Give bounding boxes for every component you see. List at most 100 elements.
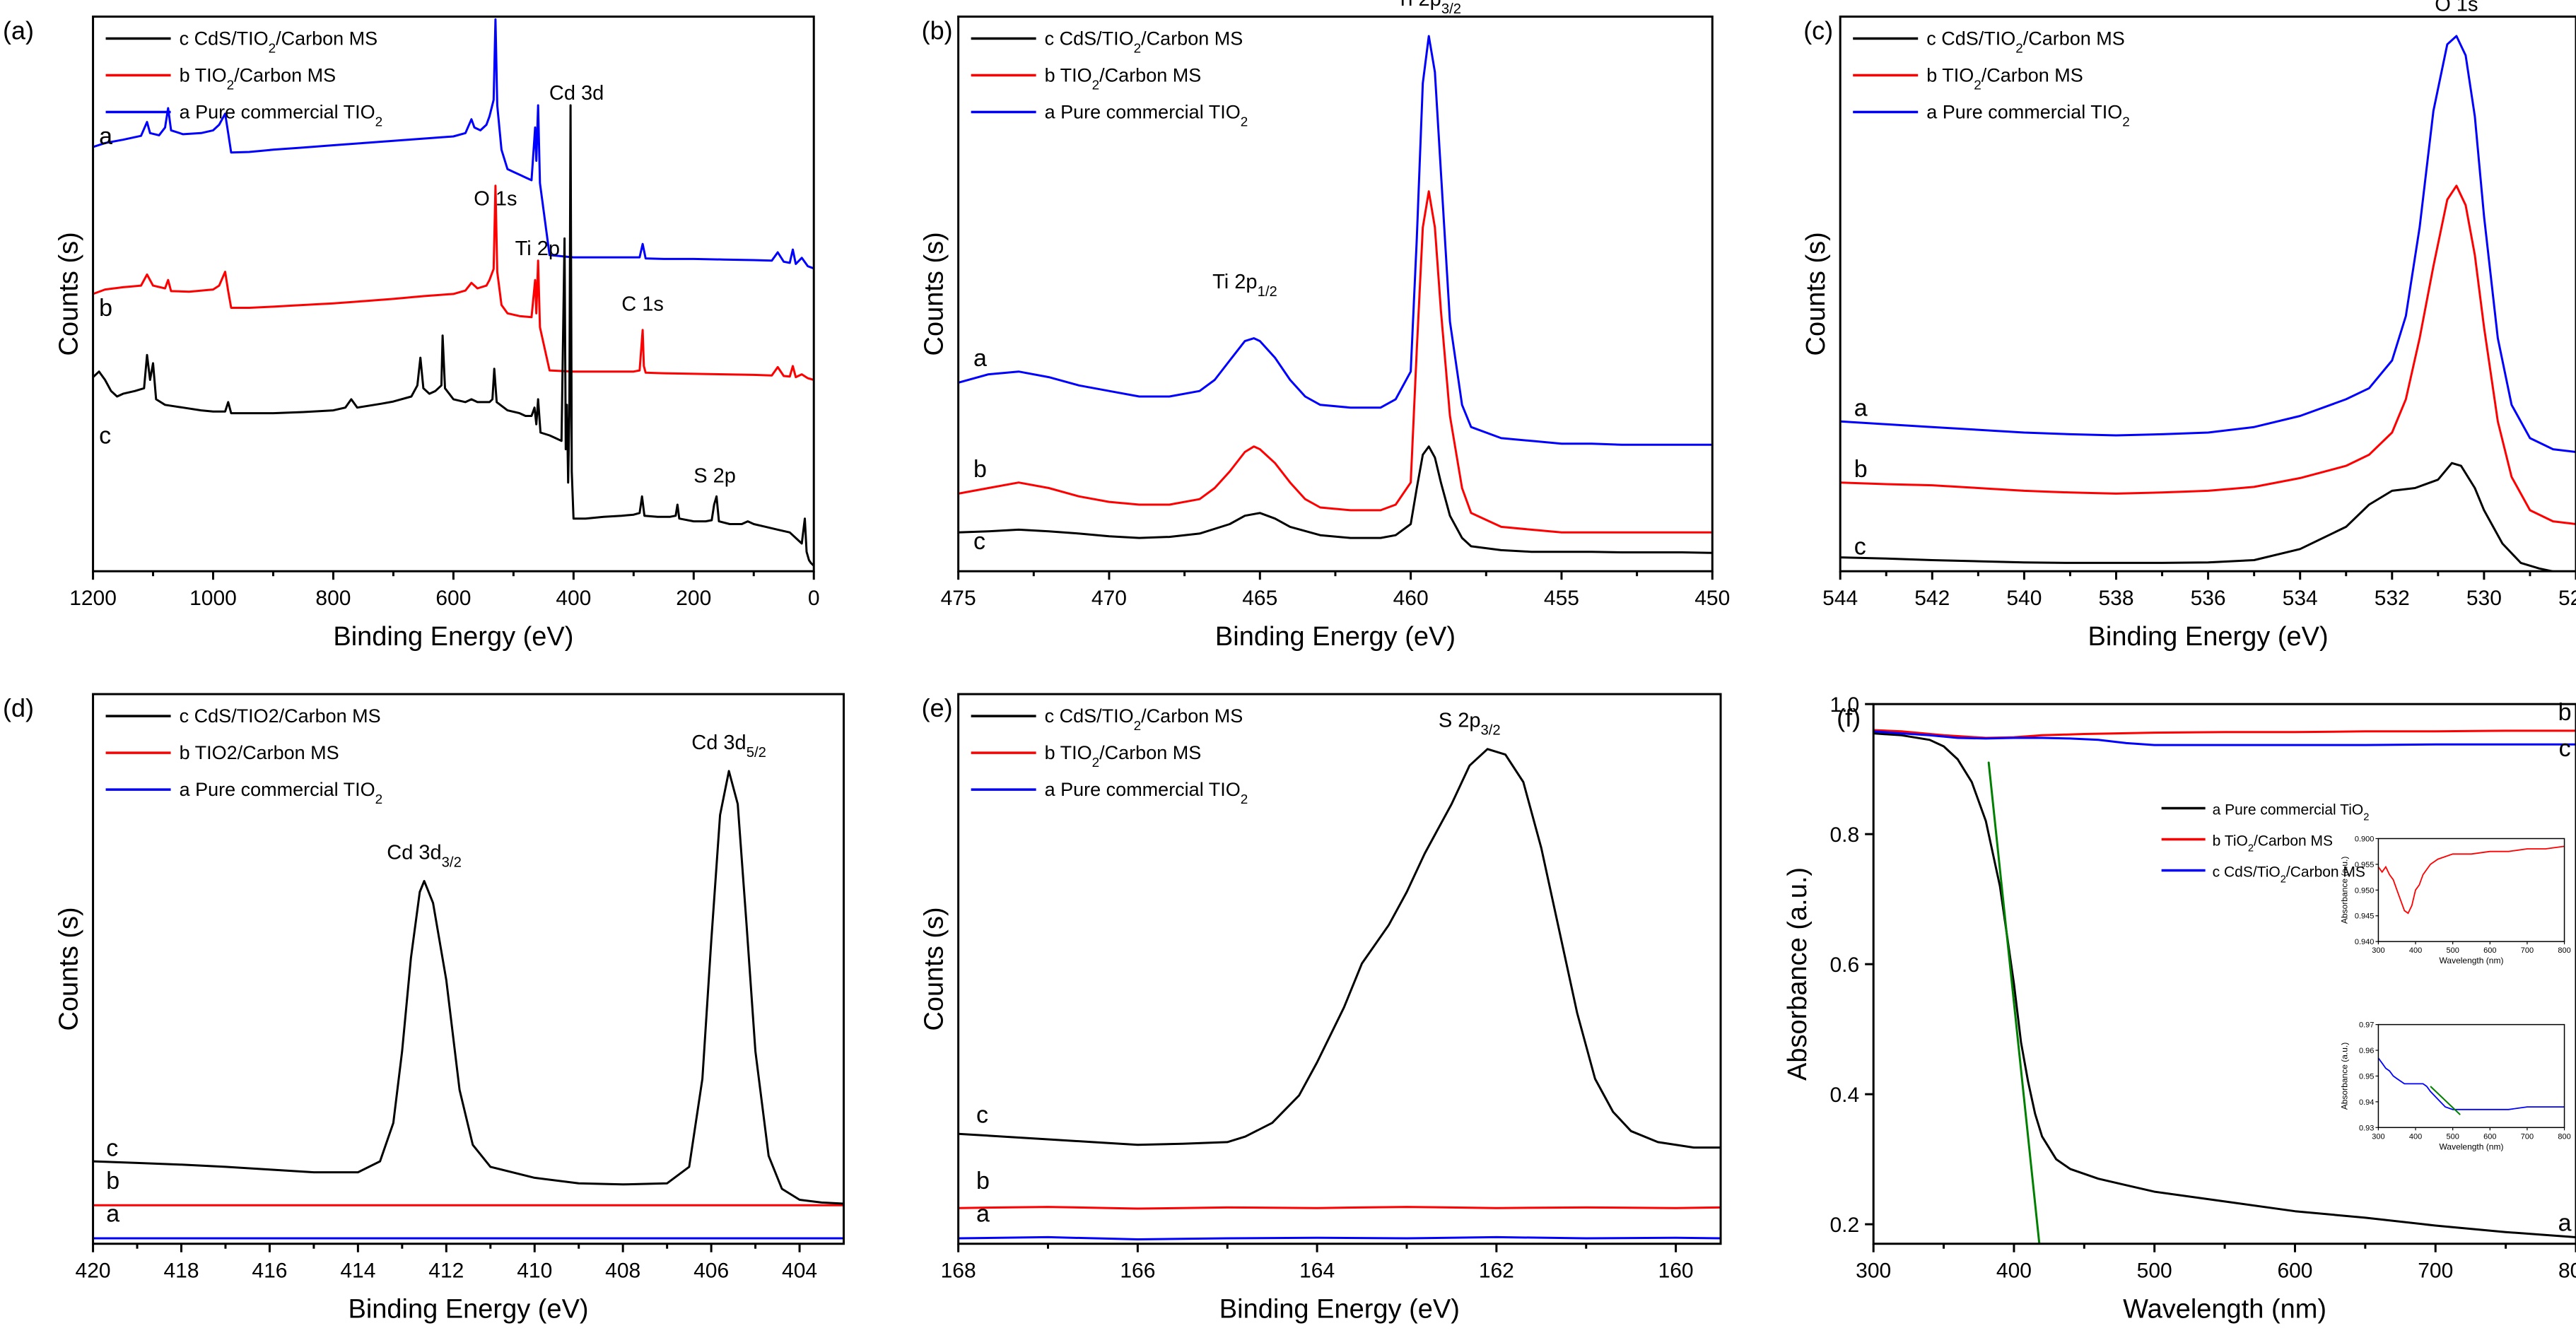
f-inset-2-ytick-label-3: 0.96 (2359, 1047, 2374, 1055)
ytick-label-f-2: 0.6 (1829, 953, 1859, 977)
legend-label-f-0: a Pure commercial TiO2 (2213, 802, 2370, 823)
f-inset-2-xtick-label-3: 600 (2483, 1132, 2496, 1141)
legend-label-e-0-part: /Carbon MS (1141, 705, 1243, 727)
series-e-b-tio2-carbon-ms (958, 1206, 1721, 1210)
series-f-tangent (1987, 761, 2041, 1244)
annotation-b-1-part: 3/2 (1441, 1, 1461, 17)
legend-label-c-2-part: 2 (2122, 114, 2130, 129)
annotation-a-4-part: S 2p (693, 465, 736, 488)
ylabel-e: Counts (s) (920, 907, 949, 1030)
ylabel-c: Counts (s) (1801, 232, 1831, 356)
xlabel-e: Binding Energy (eV) (1219, 1295, 1460, 1325)
f-inset-1-ytick-label-3: 0.955 (2355, 861, 2375, 869)
legend-label-e-1-part: 2 (1092, 756, 1100, 770)
legend-label-f-2-part: 2 (2281, 874, 2286, 886)
legend-label-e-0-part: 2 (1134, 719, 1142, 734)
legend-label-c-2-part: a Pure commercial TIO (1926, 101, 2122, 122)
legend-label-f-1-part: /Carbon MS (2254, 833, 2333, 850)
annotation-b-1: Ti 2p3/2 (1396, 0, 1461, 17)
annotation-b-0: Ti 2p1/2 (1212, 271, 1277, 300)
legend-label-c-1-part: 2 (1974, 78, 1981, 93)
annotation-e-0-part: S 2p (1439, 710, 1481, 732)
xtick-label-b-0: 475 (941, 587, 976, 610)
curve-label-e-a: a (976, 1201, 990, 1228)
panel-label-f: (f) (1837, 703, 1861, 732)
plot-frame-f (1872, 703, 2576, 1245)
legend-label-a-2: a Pure commercial TIO2 (180, 101, 383, 129)
xtick-label-f-4: 700 (2418, 1259, 2453, 1283)
xtick-label-c-4: 536 (2191, 587, 2226, 610)
xtick-label-a-6: 0 (808, 587, 820, 610)
f-inset-2-ylabel: Absorbance (a.u.) (2339, 1043, 2349, 1110)
f-inset-2-xtick-label-5: 800 (2558, 1132, 2570, 1141)
panel-label-b: (b) (922, 16, 953, 45)
xtick-label-a-4: 400 (556, 587, 591, 610)
f-inset-1-series-0 (2377, 845, 2565, 915)
annotation-a-3-part: C 1s (621, 293, 664, 315)
curve-label-d-c: c (106, 1134, 118, 1161)
curve-label-b-c: c (973, 528, 985, 555)
curve-label-f-a: a (2558, 1209, 2572, 1236)
f-inset-2: 300 400 500 600 700 800 0.93 0.94 0.95 0.96 0.97 Wa… (2339, 1021, 2570, 1152)
legend-b: c CdS/TIO2/Carbon MSb TIO2/Carbon MSa Pu… (971, 28, 1248, 129)
f-inset-1-xtick-label-2: 500 (2446, 946, 2459, 955)
annotation-a-1: Ti 2p (515, 237, 560, 260)
xtick-label-c-0: 544 (1822, 587, 1858, 610)
ylabel-a: Counts (s) (54, 232, 84, 356)
annotation-e-0-part: 3/2 (1481, 723, 1501, 739)
legend-d: c CdS/TIO2/Carbon MS b TIO2/Carbon MS a Pu… (105, 705, 383, 807)
series-a-c-cds-tio2-carbon-ms (93, 104, 814, 567)
legend-label-a-1-part: 2 (227, 78, 235, 93)
series-e-a-pure-commercial-tio2 (958, 1235, 1721, 1240)
legend-label-a-0-part: /Carbon MS (276, 28, 377, 49)
f-inset-1-xtick-label-0: 300 (2372, 946, 2384, 955)
xlabel-f: Wavelength (nm) (2123, 1295, 2326, 1325)
f-inset-1-xlabel: Wavelength (nm) (2440, 956, 2504, 965)
xtick-label-d-4: 412 (428, 1259, 464, 1283)
curve-label-c-a: a (1854, 394, 1868, 421)
legend-label-a-2-part: a Pure commercial TIO (180, 101, 375, 122)
legend-label-d-2-part: a Pure commercial TIO (180, 779, 375, 800)
annotation-c-0: O 1s (2435, 0, 2478, 16)
xtick-label-a-0: 1200 (69, 587, 117, 610)
f-inset-1-ylabel: Absorbance (a.u.) (2339, 857, 2349, 924)
f-inset-2-ytick-label-4: 0.97 (2359, 1021, 2374, 1030)
ytick-label-f-3: 0.8 (1829, 823, 1859, 847)
ytick-label-f-0: 0.2 (1829, 1214, 1859, 1237)
f-inset-2-xtick-label-4: 700 (2521, 1132, 2534, 1141)
series-e-c-cds-tio2-carbon-ms (958, 748, 1721, 1149)
legend-label-d-2-part: 2 (375, 792, 383, 807)
f-inset-1-ytick-label-0: 0.940 (2355, 938, 2375, 946)
xtick-label-e-3: 162 (1479, 1259, 1514, 1283)
panel-label-d: (d) (3, 693, 34, 722)
curve-label-e-b: b (976, 1168, 990, 1194)
annotation-a-3: C 1s (621, 293, 664, 315)
f-inset-2-xtick-label-2: 500 (2446, 1132, 2459, 1141)
f-inset-1-ytick-label-1: 0.945 (2355, 912, 2375, 921)
f-inset-2-xtick-label-0: 300 (2372, 1132, 2384, 1141)
plot-frame-c (1839, 15, 2576, 572)
xtick-label-f-5: 800 (2558, 1259, 2576, 1283)
legend-label-c-1-part: /Carbon MS (1981, 64, 2083, 86)
legend-label-f-2: c CdS/TiO2/Carbon MS (2213, 864, 2365, 886)
legend-label-c-1-part: b TIO (1926, 64, 1974, 86)
legend-label-b-0-part: c CdS/TIO (1045, 28, 1134, 49)
legend-label-b-0-part: /Carbon MS (1141, 28, 1243, 49)
ytick-label-f-4: 1.0 (1829, 693, 1859, 717)
series-a-b-tio2-carbon-ms (93, 184, 814, 381)
xtick-label-d-3: 414 (340, 1259, 375, 1283)
legend-label-b-0-part: 2 (1134, 41, 1142, 56)
legend-label-d-0: c CdS/TIO2/Carbon MS (180, 705, 381, 727)
legend-label-e-2-part: a Pure commercial TIO (1045, 779, 1241, 800)
legend-label-f-0-part: a Pure commercial TiO (2213, 802, 2364, 818)
annotation-a-1-part: Ti 2p (515, 237, 560, 260)
legend-a: c CdS/TIO2/Carbon MSb TIO2/Carbon MSa Pu… (105, 28, 383, 129)
series-c-b-tio2-carbon-ms (1840, 184, 2576, 525)
legend-label-b-1-part: 2 (1092, 78, 1100, 93)
f-inset-2-ytick-label-1: 0.94 (2359, 1098, 2374, 1107)
series-c-c-cds-tio2-carbon-ms (1840, 462, 2558, 572)
legend-label-b-2-part: 2 (1241, 114, 1248, 129)
panel-label-e: (e) (922, 693, 953, 722)
